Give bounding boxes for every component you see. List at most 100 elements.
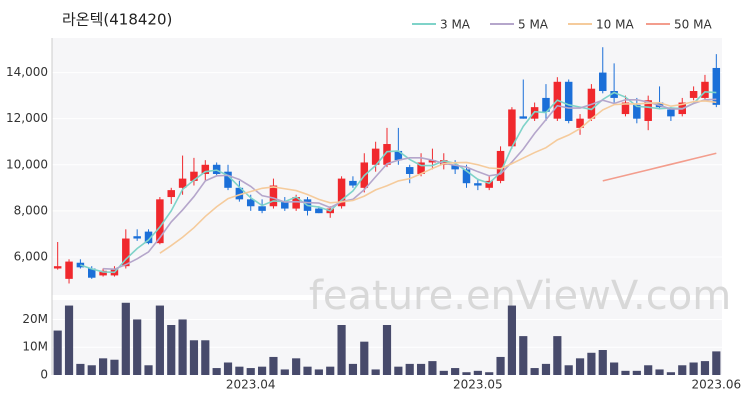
candle-body [440,160,448,165]
volume-bar [201,340,210,375]
volume-bar [507,305,517,375]
candle-body [292,197,300,209]
volume-bar [337,325,346,375]
candle-body [269,185,278,207]
volume-bar [360,341,369,375]
candle-body [235,187,244,200]
volume-bar [598,350,607,375]
candle-body [564,81,573,121]
candle-body [178,178,187,188]
watermark: feature.enViewV.com [309,273,731,319]
volume-bar [678,365,687,375]
volume-bar [666,372,675,375]
volume-bar [223,362,233,375]
candle-body [701,81,709,98]
volume-bar [144,365,153,375]
candle-body [689,91,698,98]
candle-body [371,148,380,165]
volume-bar [564,365,573,375]
candle-body [462,169,471,184]
volume-bar [587,352,596,375]
candle-body [667,109,675,117]
candle-body [190,171,198,181]
volume-bar [621,370,630,375]
volume-bar [99,358,108,375]
legend-label: 3 MA [440,18,471,32]
x-tick-label: 2023.05 [453,378,503,392]
candle-body [451,164,459,170]
volume-bar [235,366,244,375]
candle-body [474,183,482,186]
candle-body [258,206,266,211]
candle-body [621,102,630,115]
candle-body [405,167,414,174]
candle-body [122,238,130,267]
y-tick-label: 14,000 [6,65,48,79]
volume-bar [689,362,698,375]
y-tick-label: 0 [40,368,48,382]
y-tick-label: 10M [22,340,48,354]
y-tick-label: 8,000 [14,203,48,217]
volume-bar [530,368,539,375]
x-tick-label: 2023.06 [692,378,742,392]
volume-bar [485,372,494,375]
volume-bar [155,305,164,375]
volume-bar [462,372,471,375]
volume-bar [303,366,312,375]
volume-bar [121,302,130,375]
candle-body [99,270,107,276]
candle-body [133,236,141,239]
candle-body [167,190,175,198]
volume-bar [428,361,437,375]
ma-line [103,98,717,270]
volume-bar [371,369,380,375]
volume-bar [178,319,187,375]
volume-bar [610,362,619,375]
candle-body [428,160,437,163]
volume-bar [314,369,323,375]
chart-title: 라온텍(418420) [62,11,172,29]
volume-bar [700,361,710,375]
volume-bar [189,340,199,375]
candle-body [246,199,255,207]
volume-bar [439,370,448,375]
candle-body [508,109,516,147]
candle-body [76,262,85,268]
candle-body [87,268,96,278]
legend-label: 10 MA [596,18,634,32]
volume-bar [257,366,267,375]
volume-bar [64,305,74,375]
volume-bar [53,330,62,375]
candle-body [542,97,550,112]
candle-body [65,261,73,279]
volume-bar [712,351,721,375]
candle-body [281,201,289,209]
volume-bar [575,358,585,375]
candle-body [610,91,618,98]
candle-body [712,67,721,105]
candle-body [144,231,153,244]
volume-bar [348,363,358,375]
volume-bar [87,365,96,375]
candle-body [383,144,391,165]
candle-body [496,150,505,181]
candle-body [53,266,62,269]
volume-bar [269,356,278,375]
volume-bar [326,366,335,375]
candle-body [576,118,584,128]
x-tick-label: 2023.04 [226,378,276,392]
candle-body [201,164,210,174]
candle-body [337,178,346,207]
y-tick-label: 12,000 [6,111,48,125]
candle-body [156,199,164,244]
candle-body [519,116,528,119]
legend-label: 50 MA [674,18,712,32]
volume-bar [110,359,119,375]
volume-bar [382,325,392,375]
y-tick-label: 10,000 [6,157,48,171]
volume-bar [655,369,664,375]
candle-body [224,171,232,188]
volume-bar [76,363,85,375]
volume-bar [519,336,528,375]
